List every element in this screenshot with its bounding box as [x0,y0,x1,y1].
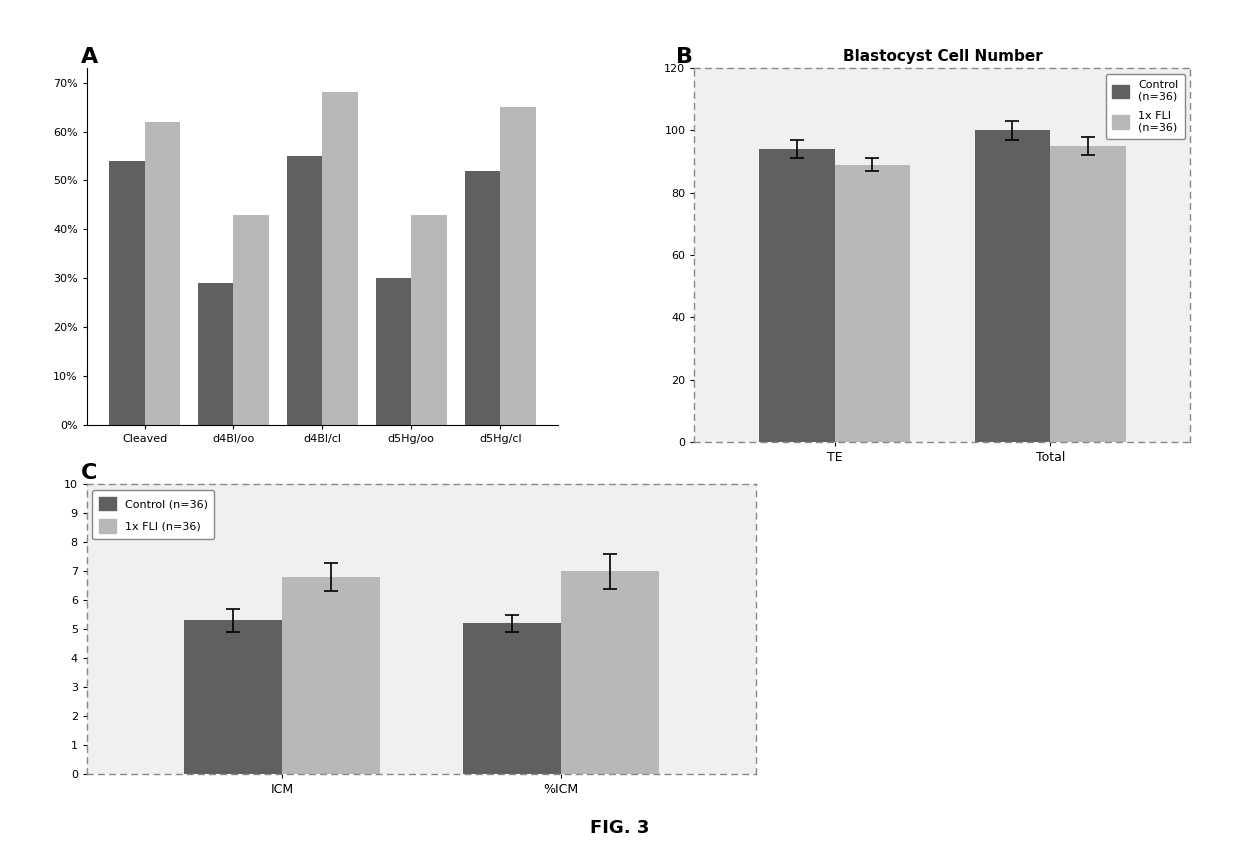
Title: Blastocyst Cell Number: Blastocyst Cell Number [842,49,1043,64]
Bar [562,571,658,774]
Legend: Control (n=36), 1x FLI (n=36): Control (n=36), 1x FLI (n=36) [92,490,215,540]
Bar [283,577,379,774]
Bar [233,215,269,425]
Text: B: B [676,47,693,67]
Bar [465,171,500,425]
Bar [500,107,536,425]
Bar [322,93,358,425]
Text: FIG. 3: FIG. 3 [590,819,650,837]
Bar [975,130,1050,442]
Bar [198,283,233,425]
Bar [376,278,412,425]
Bar [109,161,145,425]
Legend: Control
(n=36), 1x FLI
(n=36): Control (n=36), 1x FLI (n=36) [1106,74,1185,139]
Bar [1050,146,1126,442]
Bar [412,215,446,425]
Bar [286,156,322,425]
Bar [759,149,835,442]
Text: A: A [81,47,98,67]
Bar [464,623,560,774]
Bar [835,165,910,442]
Bar [185,620,283,774]
Text: C: C [81,463,97,484]
Bar [145,122,180,425]
